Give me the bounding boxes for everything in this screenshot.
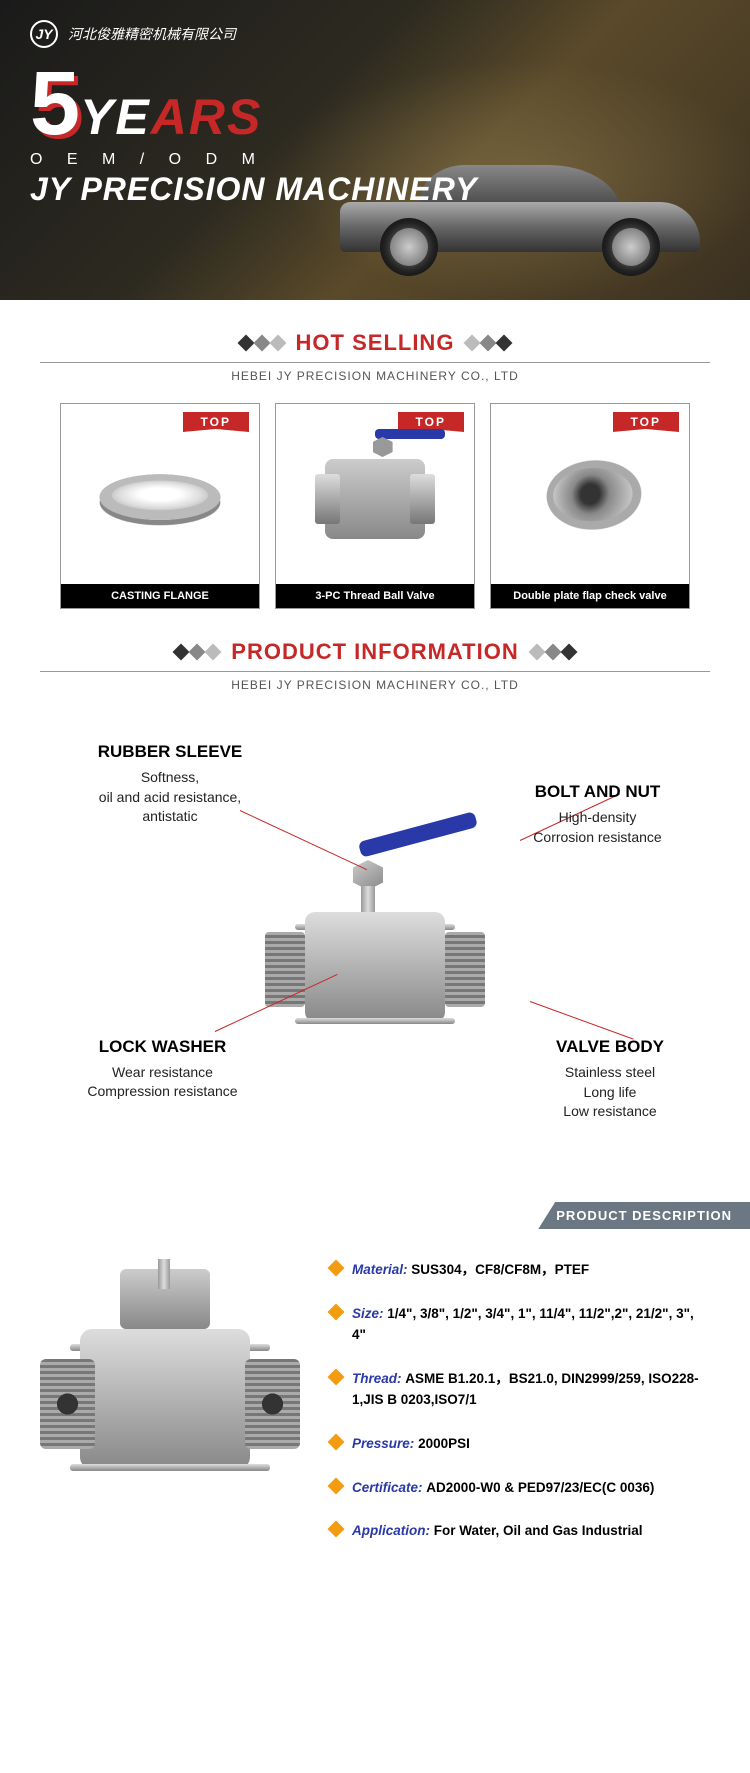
- description-section: Material: SUS304，CF8/CF8M，PTEF Size: 1/4…: [0, 1229, 750, 1594]
- hero-banner: JY 河北俊雅精密机械有限公司 5 5 YEARS O E M / O D M …: [0, 0, 750, 300]
- product-image-valve: [276, 404, 474, 584]
- product-image-check: [491, 404, 689, 584]
- years-block: 5 5 YEARS: [30, 68, 720, 146]
- diamond-decor: [175, 646, 219, 658]
- bullet-icon: [328, 1260, 345, 1277]
- section-title: HOT SELLING: [296, 330, 455, 356]
- desc-item-size: Size: 1/4", 3/8", 1/2", 3/4", 1", 11/4",…: [330, 1303, 710, 1346]
- bullet-icon: [328, 1368, 345, 1385]
- top-badge: TOP: [183, 412, 249, 432]
- description-list: Material: SUS304，CF8/CF8M，PTEF Size: 1/4…: [330, 1259, 710, 1564]
- bullet-icon: [328, 1477, 345, 1494]
- product-label: Double plate flap check valve: [491, 584, 689, 608]
- diamond-decor: [531, 646, 575, 658]
- product-image-flange: [61, 404, 259, 584]
- bullet-icon: [328, 1521, 345, 1538]
- description-header: PRODUCT DESCRIPTION: [538, 1202, 750, 1229]
- product-card[interactable]: TOP 3-PC Thread Ball Valve: [275, 403, 475, 609]
- callout-valve-body: VALVE BODY Stainless steel Long life Low…: [510, 1037, 710, 1122]
- product-card[interactable]: TOP CASTING FLANGE: [60, 403, 260, 609]
- logo-icon: JY: [30, 20, 58, 48]
- desc-item-certificate: Certificate: AD2000-W0 & PED97/23/EC(C 0…: [330, 1477, 710, 1499]
- desc-item-material: Material: SUS304，CF8/CF8M，PTEF: [330, 1259, 710, 1281]
- bullet-icon: [328, 1433, 345, 1450]
- diamond-decor: [240, 337, 284, 349]
- callout-line: [530, 1001, 634, 1040]
- section-subtitle: HEBEI JY PRECISION MACHINERY CO., LTD: [40, 678, 710, 692]
- section-subtitle: HEBEI JY PRECISION MACHINERY CO., LTD: [40, 369, 710, 383]
- section-title: PRODUCT INFORMATION: [231, 639, 518, 665]
- logo-text: 河北俊雅精密机械有限公司: [68, 24, 236, 44]
- product-label: 3-PC Thread Ball Valve: [276, 584, 474, 608]
- info-diagram: RUBBER SLEEVE Softness, oil and acid res…: [40, 712, 710, 1192]
- logo-row: JY 河北俊雅精密机械有限公司: [30, 20, 720, 48]
- top-badge: TOP: [613, 412, 679, 432]
- bullet-icon: [328, 1303, 345, 1320]
- diamond-decor: [466, 337, 510, 349]
- company-name: JY PRECISION MACHINERY: [30, 171, 720, 208]
- years-text: YEARS: [80, 88, 262, 146]
- callout-rubber-sleeve: RUBBER SLEEVE Softness, oil and acid res…: [50, 742, 290, 827]
- desc-item-application: Application: For Water, Oil and Gas Indu…: [330, 1520, 710, 1542]
- callout-lock-washer: LOCK WASHER Wear resistance Compression …: [50, 1037, 275, 1102]
- product-label: CASTING FLANGE: [61, 584, 259, 608]
- hot-selling-header: HOT SELLING HEBEI JY PRECISION MACHINERY…: [40, 330, 710, 383]
- callout-bolt-nut: BOLT AND NUT High-density Corrosion resi…: [485, 782, 710, 847]
- desc-item-pressure: Pressure: 2000PSI: [330, 1433, 710, 1455]
- desc-item-thread: Thread: ASME B1.20.1，BS21.0, DIN2999/259…: [330, 1368, 710, 1411]
- valve-diagram: [265, 842, 485, 1062]
- oem-text: O E M / O D M: [30, 151, 720, 169]
- products-row: TOP CASTING FLANGE TOP 3-PC Thread Ball …: [0, 403, 750, 609]
- product-info-header: PRODUCT INFORMATION HEBEI JY PRECISION M…: [40, 639, 710, 692]
- description-image: [40, 1259, 300, 1539]
- product-card[interactable]: TOP Double plate flap check valve: [490, 403, 690, 609]
